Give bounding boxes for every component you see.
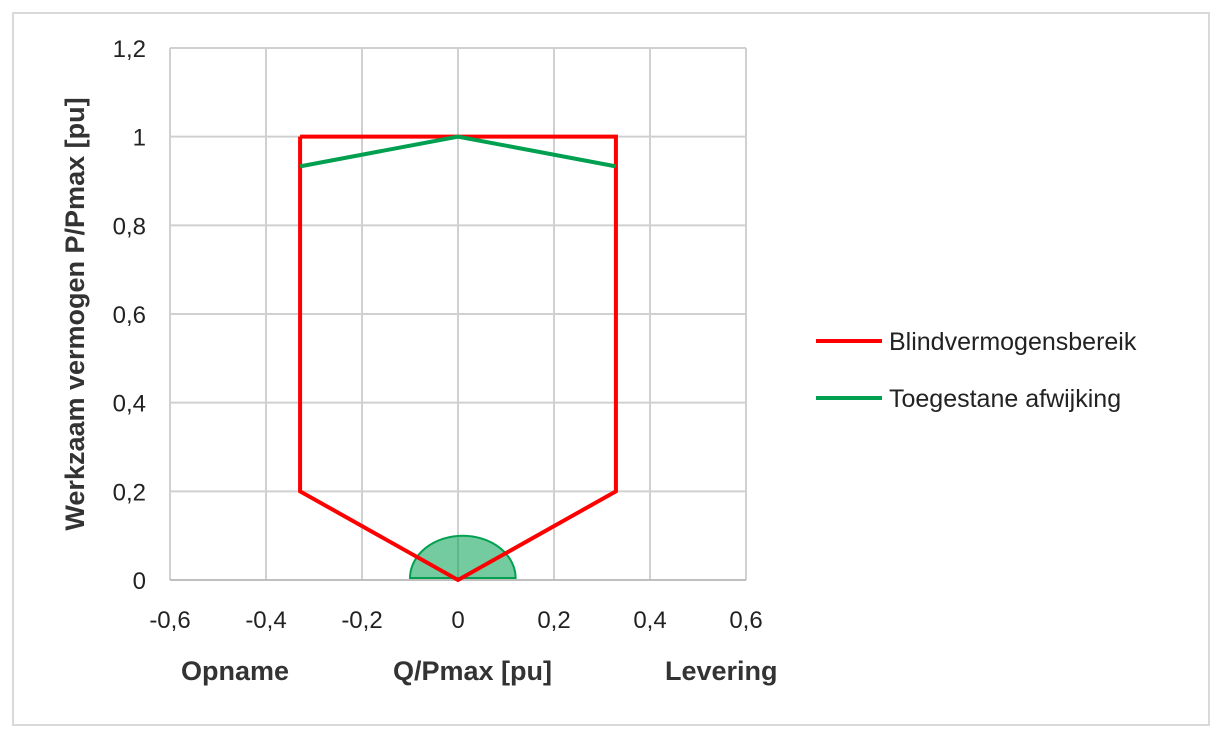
tick-labels: -0,6 -0,4 -0,2 0 0,2 0,4 0,6 0 0,2 0,4 0,6 0,8 1 1,2 <box>113 36 763 634</box>
grid-layer <box>169 47 747 581</box>
series-line-toegestane-afwijking <box>299 134 617 169</box>
y-tick-label: 0,8 <box>113 213 146 240</box>
x-tick-label: -0,2 <box>341 607 382 634</box>
legend-label-toegestane-afwijking: Toegestane afwijking <box>889 385 1121 413</box>
legend: Blindvermogensbereik Toegestane afwijkin… <box>816 328 1137 413</box>
series-layer <box>298 134 618 583</box>
y-tick-label: 1,2 <box>113 36 146 63</box>
x-annotation-left: Opname <box>181 656 289 686</box>
y-axis-title: Werkzaam vermogen P/Pmax [pu] <box>60 97 90 530</box>
x-tick-label: 0,4 <box>633 607 666 634</box>
x-tick-label: -0,6 <box>149 607 190 634</box>
x-annotation-right: Levering <box>665 656 778 686</box>
y-tick-label: 1 <box>133 125 146 152</box>
chart-frame <box>12 12 1210 726</box>
y-tick-label: 0,6 <box>113 302 146 329</box>
x-tick-label: 0 <box>451 607 464 634</box>
x-tick-label: 0,6 <box>729 607 762 634</box>
y-tick-label: 0 <box>133 568 146 595</box>
y-tick-label: 0,4 <box>113 391 146 418</box>
series-line-blindvermogensbereik <box>298 134 618 583</box>
legend-label-blindvermogensbereik: Blindvermogensbereik <box>889 328 1137 356</box>
x-tick-label: 0,2 <box>537 607 570 634</box>
x-axis-title: Q/Pmax [pu] <box>393 656 552 686</box>
x-tick-label: -0,4 <box>245 607 286 634</box>
y-tick-label: 0,2 <box>113 479 146 506</box>
